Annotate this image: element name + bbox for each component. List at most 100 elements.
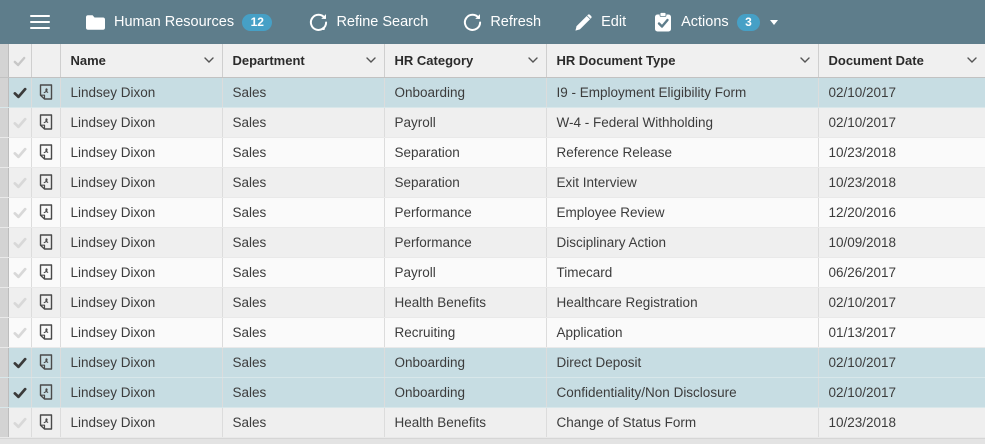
pdf-icon-cell[interactable] [31, 137, 61, 168]
cell-hr-category: Health Benefits [384, 287, 547, 318]
cell-department: Sales [222, 317, 385, 348]
header-gutter [0, 44, 9, 78]
table-row[interactable]: Lindsey Dixon Sales Separation Exit Inte… [0, 167, 985, 198]
row-gutter [0, 407, 9, 438]
row-checkbox[interactable] [8, 167, 32, 198]
refine-search-button[interactable]: Refine Search [309, 13, 428, 32]
row-gutter [0, 347, 9, 378]
actions-button[interactable]: Actions 3 [653, 11, 779, 33]
row-checkbox[interactable] [8, 77, 32, 108]
row-checkbox[interactable] [8, 107, 32, 138]
name-chevron-down-icon[interactable] [203, 57, 214, 64]
table-body: Lindsey Dixon Sales Onboarding I9 - Empl… [0, 77, 985, 438]
menu-button[interactable] [30, 14, 50, 30]
table-row[interactable]: Lindsey Dixon Sales Separation Reference… [0, 137, 985, 168]
cell-department: Sales [222, 167, 385, 198]
cell-name: Lindsey Dixon [60, 77, 223, 108]
table-row[interactable]: Lindsey Dixon Sales Onboarding I9 - Empl… [0, 77, 985, 108]
documents-table: Name Department HR Category HR Document … [0, 44, 985, 438]
cell-hr-category: Health Benefits [384, 407, 547, 438]
check-icon [12, 357, 27, 369]
cell-department: Sales [222, 347, 385, 378]
folder-icon [85, 14, 106, 31]
actions-caret-down-icon [770, 19, 779, 25]
cell-name: Lindsey Dixon [60, 347, 223, 378]
pdf-icon-cell[interactable] [31, 287, 61, 318]
cell-hr-document-type: Timecard [546, 257, 819, 288]
table-row[interactable]: Lindsey Dixon Sales Payroll W-4 - Federa… [0, 107, 985, 138]
row-checkbox[interactable] [8, 317, 32, 348]
row-gutter [0, 137, 9, 168]
cell-hr-category: Recruiting [384, 317, 547, 348]
pdf-icon-cell[interactable] [31, 407, 61, 438]
table-row[interactable]: Lindsey Dixon Sales Onboarding Confident… [0, 377, 985, 408]
column-header-hr-category[interactable]: HR Category [384, 44, 547, 78]
cell-department: Sales [222, 137, 385, 168]
check-icon [12, 207, 27, 219]
row-checkbox[interactable] [8, 197, 32, 228]
cell-name: Lindsey Dixon [60, 377, 223, 408]
column-header-department[interactable]: Department [222, 44, 385, 78]
cell-hr-category: Payroll [384, 257, 547, 288]
cell-document-date: 10/09/2018 [818, 227, 985, 258]
hr-document-type-chevron-down-icon[interactable] [799, 57, 810, 64]
table-row[interactable]: Lindsey Dixon Sales Onboarding Direct De… [0, 347, 985, 378]
pdf-icon-cell[interactable] [31, 227, 61, 258]
column-header-document-date[interactable]: Document Date [818, 44, 985, 78]
refresh-label: Refresh [490, 14, 542, 30]
pdf-icon-cell[interactable] [31, 257, 61, 288]
document-date-chevron-down-icon[interactable] [966, 57, 977, 64]
column-header-hr-document-type[interactable]: HR Document Type [546, 44, 819, 78]
pdf-file-icon [39, 84, 52, 100]
row-checkbox[interactable] [8, 227, 32, 258]
actions-label: Actions [681, 14, 729, 30]
cell-hr-category: Onboarding [384, 77, 547, 108]
row-checkbox[interactable] [8, 407, 32, 438]
cell-name: Lindsey Dixon [60, 107, 223, 138]
pdf-icon-cell[interactable] [31, 107, 61, 138]
refresh-button[interactable]: Refresh [463, 13, 541, 32]
pdf-icon-cell[interactable] [31, 167, 61, 198]
table-row[interactable]: Lindsey Dixon Sales Payroll Timecard 06/… [0, 257, 985, 288]
edit-button[interactable]: Edit [574, 13, 626, 32]
cell-document-date: 06/26/2017 [818, 257, 985, 288]
check-icon [12, 147, 27, 159]
row-checkbox[interactable] [8, 377, 32, 408]
hr-category-chevron-down-icon[interactable] [527, 57, 538, 64]
column-header-name[interactable]: Name [60, 44, 223, 78]
pdf-file-icon [39, 414, 52, 430]
cell-name: Lindsey Dixon [60, 287, 223, 318]
department-chevron-down-icon[interactable] [365, 57, 376, 64]
pdf-icon-cell[interactable] [31, 317, 61, 348]
check-icon [12, 177, 27, 189]
cell-document-date: 02/10/2017 [818, 107, 985, 138]
row-checkbox[interactable] [8, 257, 32, 288]
cell-department: Sales [222, 377, 385, 408]
select-all-checkbox[interactable] [8, 44, 32, 78]
cell-document-date: 12/20/2016 [818, 197, 985, 228]
table-row[interactable]: Lindsey Dixon Sales Health Benefits Chan… [0, 407, 985, 438]
table-row[interactable]: Lindsey Dixon Sales Recruiting Applicati… [0, 317, 985, 348]
pdf-icon-cell[interactable] [31, 197, 61, 228]
cell-hr-document-type: Employee Review [546, 197, 819, 228]
cell-department: Sales [222, 287, 385, 318]
cell-document-date: 01/13/2017 [818, 317, 985, 348]
pdf-icon-cell[interactable] [31, 347, 61, 378]
pdf-icon-cell[interactable] [31, 377, 61, 408]
check-icon [12, 387, 27, 399]
folder-breadcrumb-button[interactable]: Human Resources 12 [85, 13, 273, 31]
row-gutter [0, 287, 9, 318]
cell-hr-document-type: W-4 - Federal Withholding [546, 107, 819, 138]
table-row[interactable]: Lindsey Dixon Sales Health Benefits Heal… [0, 287, 985, 318]
row-checkbox[interactable] [8, 347, 32, 378]
cell-department: Sales [222, 407, 385, 438]
table-row[interactable]: Lindsey Dixon Sales Performance Employee… [0, 197, 985, 228]
cell-name: Lindsey Dixon [60, 167, 223, 198]
row-checkbox[interactable] [8, 137, 32, 168]
row-checkbox[interactable] [8, 287, 32, 318]
table-row[interactable]: Lindsey Dixon Sales Performance Discipli… [0, 227, 985, 258]
cell-document-date: 02/10/2017 [818, 377, 985, 408]
cell-name: Lindsey Dixon [60, 137, 223, 168]
pdf-icon-cell[interactable] [31, 77, 61, 108]
cell-hr-document-type: Exit Interview [546, 167, 819, 198]
